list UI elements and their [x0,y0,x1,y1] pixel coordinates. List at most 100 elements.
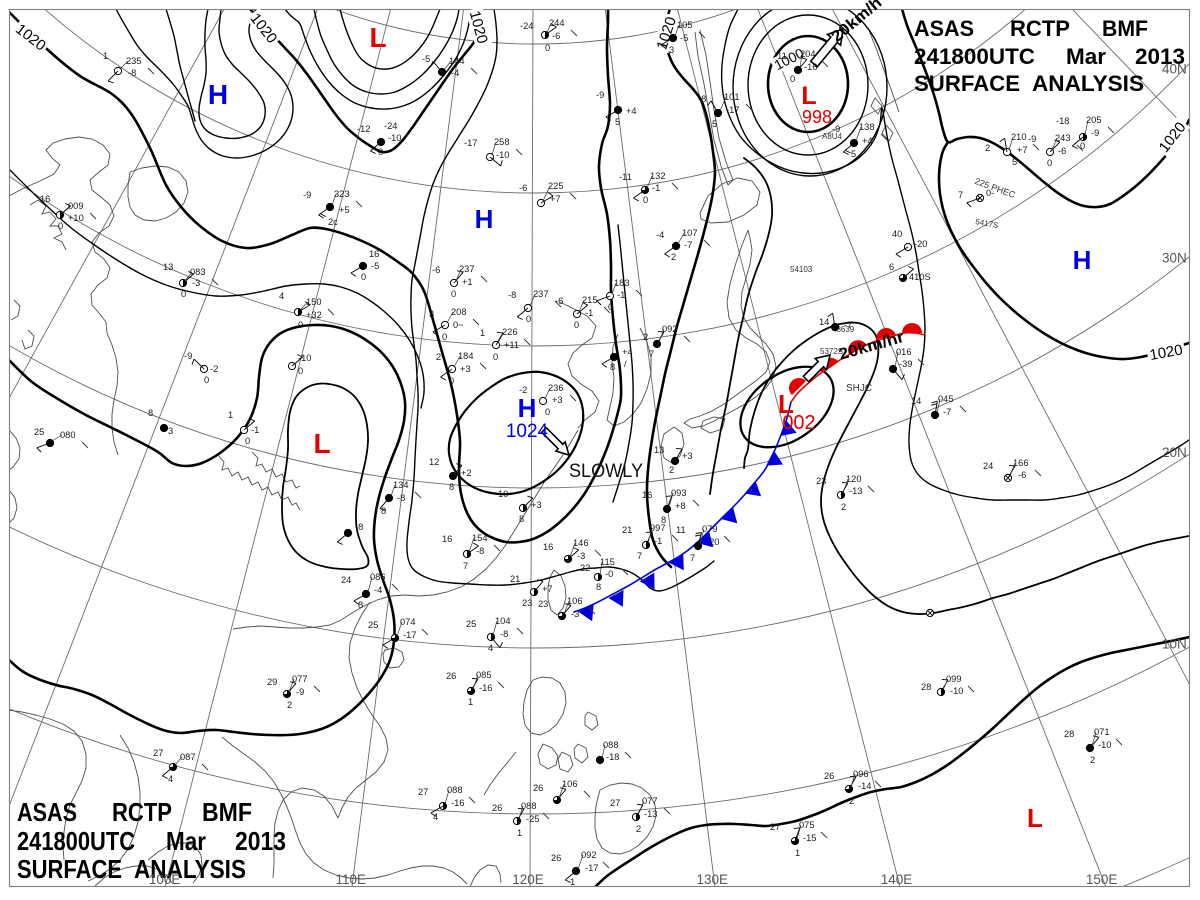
svg-text:2: 2 [671,252,676,262]
svg-text:2c: 2c [328,217,338,227]
svg-text:105: 105 [677,20,693,30]
svg-text:-9: -9 [303,190,311,200]
svg-text:106: 106 [562,779,578,789]
svg-text:130E: 130E [696,872,728,887]
svg-text:4: 4 [279,291,284,301]
svg-text:071: 071 [1094,727,1110,737]
svg-text:3: 3 [429,309,434,319]
svg-text:-8: -8 [355,522,363,532]
svg-text:14: 14 [911,396,921,406]
svg-text:087: 087 [180,752,196,762]
svg-text:-17: -17 [585,863,598,873]
svg-text:27: 27 [418,787,428,797]
svg-text:7: 7 [637,551,642,561]
svg-text:241800UTC: 241800UTC [914,44,1035,69]
svg-text:0: 0 [493,352,498,362]
svg-text:0: 0 [298,366,303,376]
svg-text:-24: -24 [384,121,397,131]
svg-text:204: 204 [800,49,816,59]
svg-text:0: 0 [526,314,531,324]
svg-text:-17: -17 [403,630,416,640]
svg-text:-0: -0 [605,569,613,579]
svg-text:-3: -3 [571,609,579,619]
svg-text:8: 8 [610,362,615,372]
svg-text:-24: -24 [520,21,533,31]
svg-text:138: 138 [859,122,875,132]
svg-text:085: 085 [476,670,492,680]
svg-text:-10: -10 [298,353,311,363]
svg-text:183: 183 [614,278,630,288]
svg-text:+4: +4 [626,106,637,116]
svg-text:5: 5 [615,117,620,127]
svg-text:0: 0 [545,43,550,53]
svg-text:-1: -1 [652,183,660,193]
svg-text:SURFACE: SURFACE [17,854,122,884]
svg-text:075: 075 [799,820,815,830]
svg-text:150E: 150E [1086,872,1118,887]
svg-text:-20: -20 [706,537,719,547]
svg-text:7: 7 [463,561,468,571]
svg-text:20N: 20N [1162,445,1187,460]
svg-text:1024: 1024 [506,421,549,442]
svg-text:-9: -9 [596,90,604,100]
svg-text:8: 8 [661,515,666,525]
svg-text:-9: -9 [832,124,840,134]
svg-text:-25: -25 [526,814,539,824]
svg-text:25: 25 [368,620,378,630]
svg-text:-1: -1 [617,290,625,300]
svg-text:074: 074 [400,617,416,627]
svg-text:0: 0 [451,289,456,299]
svg-text:-3: -3 [192,278,200,288]
svg-text:-11: -11 [774,51,787,61]
svg-text:-17: -17 [464,138,477,148]
svg-text:4: 4 [433,812,438,822]
svg-text:SHJC: SHJC [846,383,872,394]
svg-text:5: 5 [851,149,856,159]
svg-text:ASAS: ASAS [914,16,974,41]
svg-text:045: 045 [938,394,954,404]
svg-text:0: 0 [574,320,579,330]
svg-text:2: 2 [636,824,641,834]
svg-text:104: 104 [495,616,511,626]
svg-text:26: 26 [824,771,834,781]
svg-text:2: 2 [436,352,441,362]
svg-text:0: 0 [1047,158,1052,168]
svg-text:088: 088 [521,801,537,811]
svg-text:16: 16 [642,490,652,500]
svg-text:1: 1 [517,828,522,838]
svg-text:Mar: Mar [166,826,206,856]
svg-text:1: 1 [570,877,575,887]
svg-text:2: 2 [841,502,846,512]
svg-text:2: 2 [985,143,990,153]
svg-text:150: 150 [306,297,322,307]
svg-text:+4: +4 [862,136,873,146]
svg-text:+3: +3 [460,364,471,374]
svg-text:2: 2 [287,700,292,710]
svg-text:43639: 43639 [832,325,855,334]
svg-text:+8: +8 [675,501,686,511]
svg-text:-4: -4 [656,230,664,240]
svg-text:29: 29 [267,677,277,687]
svg-text:235: 235 [126,56,142,66]
svg-text:0: 0 [790,74,795,84]
svg-text:079: 079 [702,524,718,534]
svg-text:1: 1 [480,328,485,338]
svg-text:25: 25 [466,619,476,629]
svg-text:244: 244 [549,18,565,28]
svg-text:-12: -12 [357,124,370,134]
svg-text:7: 7 [958,190,963,200]
svg-text:099: 099 [946,674,962,684]
svg-text:+4: +4 [622,347,633,357]
svg-text:088: 088 [603,740,619,750]
svg-text:10N: 10N [1162,637,1187,652]
svg-text:998: 998 [802,107,832,127]
svg-text:-11: -11 [619,172,632,182]
svg-text:241800UTC: 241800UTC [17,826,135,856]
svg-text:ANALYSIS: ANALYSIS [1032,71,1144,96]
svg-text:+11: +11 [504,340,519,350]
svg-text:100E: 100E [149,872,181,887]
svg-text:-9: -9 [1028,134,1036,144]
svg-text:40: 40 [892,229,902,239]
svg-text:077: 077 [292,674,308,684]
svg-text:0: 0 [245,436,250,446]
